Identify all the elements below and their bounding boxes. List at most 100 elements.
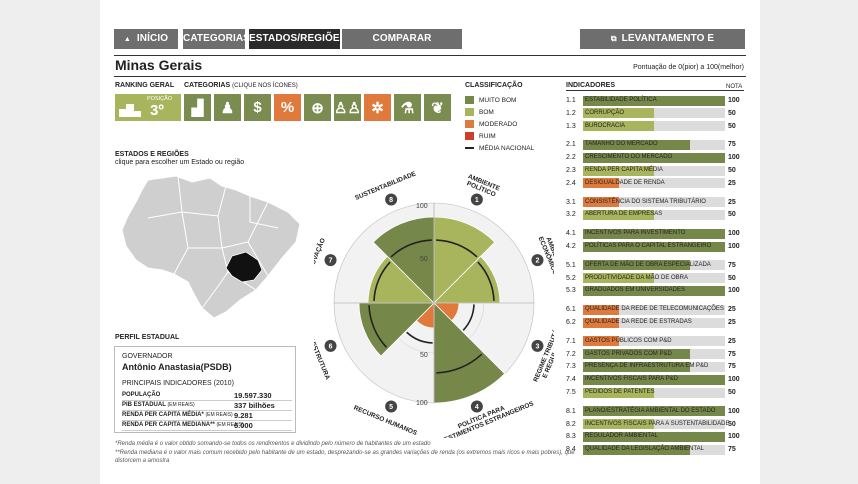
perfil-box: GOVERNADOR Antônio Anastasia(PSDB) PRINC… — [114, 346, 296, 433]
globe-icon[interactable]: ⊕ — [304, 94, 331, 121]
radar-sector-8[interactable] — [372, 216, 435, 304]
indicator-row[interactable]: 5.1 OFERTA DE MÃO DE OBRA ESPECIALIZADA 75 — [566, 260, 744, 271]
dollar-icon[interactable]: $ — [244, 94, 271, 121]
indicator-row[interactable]: 5.3 GRADUADOS EM UNIVERSIDADES 100 — [566, 285, 744, 296]
indicator-bar — [583, 406, 725, 417]
indicator-number: 8.3 — [566, 433, 576, 441]
indicator-row[interactable]: 8.2 INCENTIVOS FISCAIS PARA A SUSTENTABIL… — [566, 419, 744, 430]
indicator-bar — [583, 260, 690, 271]
perfil-row-value: 9.281 — [234, 411, 253, 420]
brazil-outline[interactable] — [121, 175, 301, 319]
indicator-score: 25 — [728, 306, 736, 314]
legend-label: MUITO BOM — [479, 97, 517, 104]
indicator-row[interactable]: 2.3 RENDA PER CAPITA MÉDIA 50 — [566, 165, 744, 176]
indicator-row[interactable]: 1.3 BUROCRACIA 50 — [566, 121, 744, 132]
indicator-row[interactable]: 5.2 PRODUTIVIDADE DA MÃO DE OBRA 50 — [566, 273, 744, 284]
indicator-bar — [583, 304, 619, 315]
indicator-row[interactable]: 7.3 PRESENÇA DE INFRAESTRUTURA EM P&D 75 — [566, 361, 744, 372]
leaf-icon[interactable]: ❦ — [424, 94, 451, 121]
indicator-score: 50 — [728, 167, 736, 174]
radar-sector-number: 5 — [389, 404, 393, 411]
indicator-bar — [583, 387, 654, 398]
indicator-row[interactable]: 8.1 PLANO/ESTRATÉGIA AMBIENTAL DO ESTADO 1… — [566, 406, 744, 417]
indicator-track — [583, 419, 725, 430]
nav-home-button[interactable]: ▲ INÍCIO — [114, 29, 178, 49]
footnote-1: *Renda média é o valor obtido somando-se… — [115, 441, 431, 447]
indicator-row[interactable]: 2.2 CRESCIMENTO DO MERCADO 100 — [566, 152, 744, 163]
radar-sector-4[interactable] — [433, 302, 506, 404]
indicator-row[interactable]: 7.1 GASTOS PÚBLICOS COM P&D 25 — [566, 336, 744, 347]
minas-gerais-state[interactable] — [225, 251, 263, 283]
radar-sector-number-badge[interactable] — [470, 400, 483, 413]
perfil-row-label-text: RENDA PER CAPITA MEDIANA** — [122, 422, 215, 428]
indicator-bar — [583, 121, 654, 132]
radar-national-arc — [436, 353, 483, 374]
indicator-score: 75 — [728, 141, 736, 149]
indicator-score: 50 — [728, 420, 736, 428]
nav-compare-button[interactable]: COMPARAR RESULTADOS — [342, 29, 462, 64]
indicator-row[interactable]: 1.2 CORRUPÇÃO 50 — [566, 108, 744, 119]
indicator-row[interactable]: 4.2 POLÍTICAS PARA O CAPITAL ESTRANGEIRO 1… — [566, 241, 744, 252]
indicator-row[interactable]: 6.1 QUALIDADE DA REDE DE TELECOMUNICAÇÕES… — [566, 304, 744, 315]
indicator-row[interactable]: 2.4 DESIGUALDADE DE RENDA 25 — [566, 178, 744, 189]
indicator-score: 100 — [728, 287, 740, 295]
radar-sector-number-badge[interactable] — [470, 193, 483, 206]
indicator-score: 25 — [728, 198, 736, 206]
indicator-track — [583, 273, 725, 284]
indicator-bar — [583, 95, 725, 106]
people-icon[interactable]: ♙♙ — [334, 94, 361, 121]
perfil-row: RENDA PER CAPITA MÉDIA* (EM REAIS) 9.281 — [122, 411, 292, 420]
indicator-score: 100 — [728, 230, 740, 238]
indicator-row[interactable]: 8.4 QUALIDADE DA LEGISLAÇÃO AMBIENTAL 75 — [566, 444, 744, 455]
indicator-number: 7.1 — [566, 337, 576, 345]
national-average-line — [465, 147, 474, 149]
indicator-number: 5.3 — [566, 287, 576, 295]
indicators-label: PRINCIPAIS INDICADORES (2010) — [122, 380, 234, 387]
person-icon[interactable]: ♟ — [214, 94, 241, 121]
indicator-bar — [583, 273, 654, 284]
indicator-label: BUROCRACIA — [585, 122, 626, 129]
radar-sector-number-badge[interactable] — [531, 339, 544, 352]
indicator-label: PLANO/ESTRATÉGIA AMBIENTAL DO ESTADO — [585, 407, 716, 414]
indicator-track — [583, 304, 725, 315]
indicator-row[interactable]: 2.1 TAMANHO DO MERCADO 75 — [566, 139, 744, 150]
radar-sector-1[interactable] — [433, 216, 496, 304]
flask-icon[interactable]: ⚗ — [394, 94, 421, 121]
radar-sector-number-badge[interactable] — [385, 193, 398, 206]
percent-icon[interactable]: % — [274, 94, 301, 121]
radar-sector-number-badge[interactable] — [385, 400, 398, 413]
perfil-row-note: (EM REAIS) — [167, 402, 195, 408]
indicator-row[interactable]: 3.2 ABERTURA DE EMPRESAS 50 — [566, 209, 744, 220]
radar-sector-6[interactable] — [358, 302, 435, 357]
indicator-row[interactable]: 8.3 REGULADOR AMBIENTAL 100 — [566, 431, 744, 442]
indicator-row[interactable]: 7.2 GASTOS PRIVADOS COM P&D 75 — [566, 349, 744, 360]
indicator-number: 2.1 — [566, 141, 576, 149]
radar-sector-number: 8 — [389, 197, 393, 204]
indicator-number: 2.4 — [566, 179, 576, 187]
indicator-row[interactable]: 7.5 PEDIDOS DE PATENTES 50 — [566, 387, 744, 398]
radar-sector-label-line: INOVAÇÃO — [314, 237, 327, 272]
nav-states-button[interactable]: ESTADOS/REGIÕES — [249, 29, 346, 49]
indicator-label: CONSISTÊNCIA DO SISTEMA TRIBUTÁRIO — [585, 198, 706, 205]
indicator-row[interactable]: 6.2 QUALIDADE DA REDE DE ESTRADAS 25 — [566, 317, 744, 328]
nav-categories-button[interactable]: CATEGORIAS — [183, 29, 250, 49]
radar-sector-number-badge[interactable] — [324, 339, 337, 352]
nav-methodology-button[interactable]: ⧉ LEVANTAMENTO E METODOLOGIA — [580, 29, 745, 64]
legend-swatch — [465, 96, 474, 104]
podium-icon[interactable]: ▟ — [184, 94, 211, 121]
legend-label: MODERADO — [479, 121, 518, 128]
legend-swatch — [465, 132, 474, 140]
indicator-label: PRESENÇA DE INFRAESTRUTURA EM P&D — [585, 363, 709, 370]
radar-sector-number-badge[interactable] — [324, 254, 337, 267]
indicator-bar — [583, 349, 690, 360]
radar-sector-label-line: INFRAESTRUTURA — [314, 323, 331, 381]
indicator-number: 7.3 — [566, 363, 576, 371]
indicator-row[interactable]: 7.4 INCENTIVOS FISCAIS PARA P&D 100 — [566, 374, 744, 385]
radar-sector-number-badge[interactable] — [531, 254, 544, 267]
indicator-row[interactable]: 1.1 ESTABILIDADE POLÍTICA 100 — [566, 95, 744, 106]
indicator-row[interactable]: 4.1 INCENTIVOS PARA INVESTIMENTO 100 — [566, 228, 744, 239]
brazil-map[interactable] — [118, 172, 304, 322]
indicator-row[interactable]: 3.1 CONSISTÊNCIA DO SISTEMA TRIBUTÁRIO 25 — [566, 197, 744, 208]
gears-icon[interactable]: ✲ — [364, 94, 391, 121]
